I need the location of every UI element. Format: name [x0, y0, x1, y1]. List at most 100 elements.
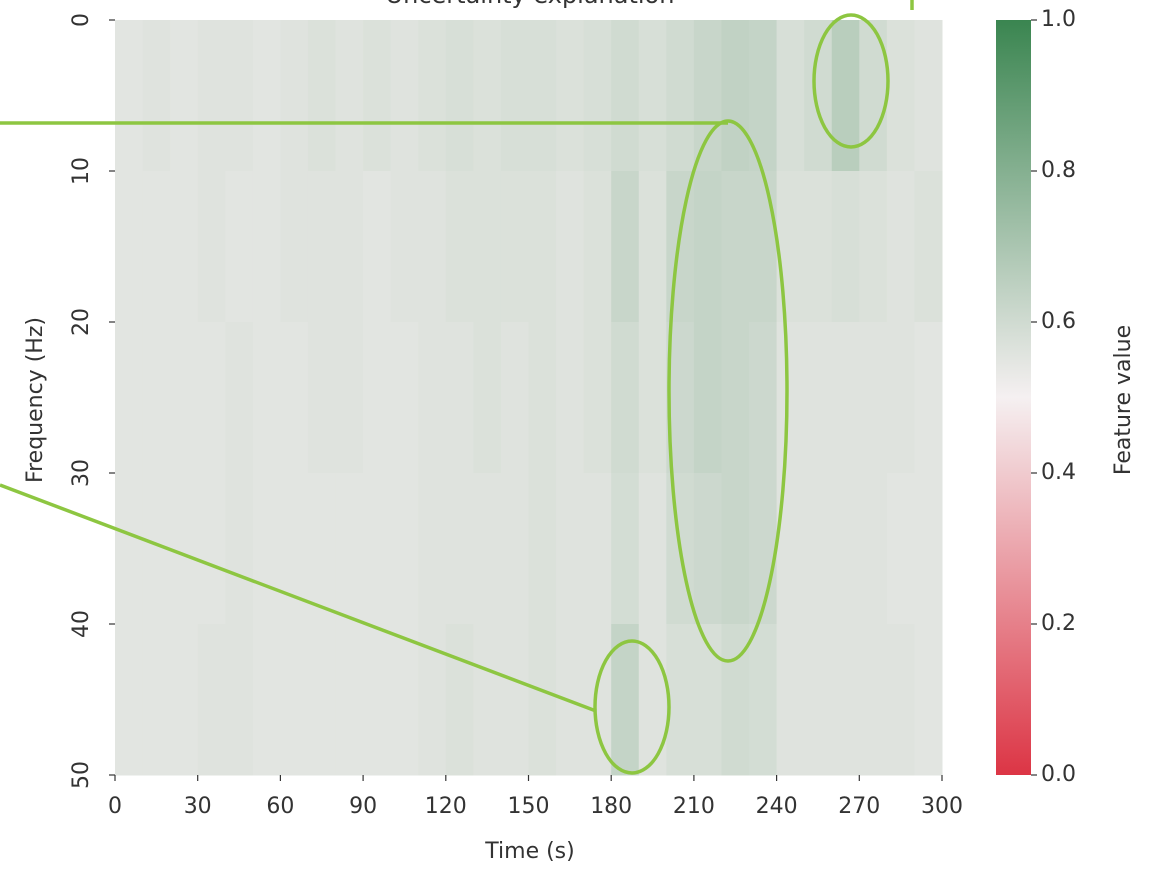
x-tick-label: 30: [184, 794, 212, 819]
heatmap-cell: [307, 20, 337, 172]
heatmap-cell: [170, 171, 199, 323]
heatmap-cell: [693, 624, 722, 776]
heatmap-cell: [363, 322, 392, 474]
heatmap-cell: [307, 171, 337, 323]
y-axis-label: Frequency (Hz): [23, 317, 48, 483]
heatmap-cell: [445, 624, 474, 776]
heatmap-cell: [721, 171, 750, 323]
heatmap-cell: [914, 322, 943, 474]
colorbar-tick-label: 0.4: [1041, 460, 1076, 485]
heatmap-cell: [115, 171, 144, 323]
heatmap-cell: [280, 171, 309, 323]
y-tick-label: 10: [69, 157, 94, 185]
heatmap-cell: [115, 322, 144, 474]
x-tick-label: 300: [921, 794, 963, 819]
heatmap-cell: [252, 473, 281, 625]
heatmap-cell: [335, 322, 364, 474]
heatmap-cell: [804, 171, 833, 323]
x-tick-label: 270: [838, 794, 880, 819]
heatmap-cell: [831, 473, 860, 625]
heatmap-cell: [445, 171, 474, 323]
y-tick-label: 50: [69, 761, 94, 789]
heatmap-cell: [390, 473, 419, 625]
heatmap-cell: [666, 624, 695, 776]
heatmap-cell: [776, 171, 805, 323]
heatmap-cell: [831, 624, 860, 776]
heatmap-cell: [445, 473, 474, 625]
heatmap-cell: [859, 322, 888, 474]
heatmap-cell: [500, 322, 529, 474]
heatmap-cell: [721, 473, 750, 625]
y-tick-label: 0: [69, 13, 94, 27]
heatmap-cell: [528, 322, 557, 474]
heatmap-cell: [859, 20, 888, 172]
heatmap-cell: [556, 171, 585, 323]
heatmap-cell: [859, 624, 888, 776]
heatmap-cell: [611, 171, 640, 323]
heatmap-cell: [170, 473, 199, 625]
heatmap-cell: [252, 624, 281, 776]
y-tick-label: 30: [69, 459, 94, 487]
heatmap-cell: [556, 322, 585, 474]
heatmap-cell: [390, 624, 419, 776]
heatmap-cell: [556, 20, 585, 172]
heatmap-cell: [363, 624, 392, 776]
annotations: [0, 0, 914, 775]
heatmap-cell: [307, 473, 337, 625]
heatmap-cell: [666, 20, 695, 172]
heatmap-cell: [500, 171, 529, 323]
heatmap-cell: [583, 171, 612, 323]
heatmap-cell: [611, 322, 640, 474]
heatmap-cell: [390, 322, 419, 474]
y-tick-label: 40: [69, 610, 94, 638]
heatmap: [115, 20, 943, 776]
heatmap-cell: [749, 322, 778, 474]
heatmap-cell: [749, 624, 778, 776]
highlight-ellipse: [667, 119, 789, 663]
heatmap-cell: [749, 171, 778, 323]
heatmap-cell: [170, 20, 199, 172]
colorbar-tick-label: 0.8: [1041, 158, 1076, 183]
heatmap-cell: [500, 473, 529, 625]
heatmap-cell: [776, 20, 805, 172]
heatmap-cell: [583, 624, 612, 776]
heatmap-cell: [473, 171, 502, 323]
heatmap-cell: [335, 20, 364, 172]
colorbar-label: Feature value: [1111, 325, 1136, 475]
heatmap-cell: [115, 20, 144, 172]
heatmap-cell: [115, 624, 144, 776]
heatmap-cell: [473, 322, 502, 474]
heatmap-cell: [528, 20, 557, 172]
x-tick-label: 90: [349, 794, 377, 819]
heatmap-cell: [418, 20, 447, 172]
x-tick-label: 0: [108, 794, 122, 819]
heatmap-cell: [693, 20, 722, 172]
heatmap-cell: [611, 20, 640, 172]
heatmap-cell: [142, 171, 171, 323]
heatmap-cell: [225, 322, 254, 474]
heatmap-cell: [804, 20, 833, 172]
colorbar-tick-label: 1.0: [1041, 7, 1076, 32]
heatmap-cell: [804, 322, 833, 474]
heatmap-cell: [170, 322, 199, 474]
heatmap-cell: [418, 171, 447, 323]
heatmap-cell: [225, 624, 254, 776]
heatmap-cell: [583, 473, 612, 625]
heatmap-cell: [914, 171, 943, 323]
heatmap-cell: [197, 322, 226, 474]
heatmap-cell: [638, 20, 667, 172]
colorbar-tick-label: 0.0: [1041, 762, 1076, 787]
heatmap-cell: [886, 20, 915, 172]
heatmap-cell: [225, 20, 254, 172]
heatmap-cell: [693, 473, 722, 625]
heatmap-cell: [693, 171, 722, 323]
x-tick-label: 240: [756, 794, 798, 819]
y-tick-label: 20: [69, 308, 94, 336]
heatmap-cell: [721, 20, 750, 172]
heatmap-cell: [363, 473, 392, 625]
heatmap-cell: [638, 624, 667, 776]
heatmap-cell: [914, 473, 943, 625]
heatmap-cell: [886, 322, 915, 474]
heatmap-cell: [886, 473, 915, 625]
heatmap-cell: [776, 322, 805, 474]
